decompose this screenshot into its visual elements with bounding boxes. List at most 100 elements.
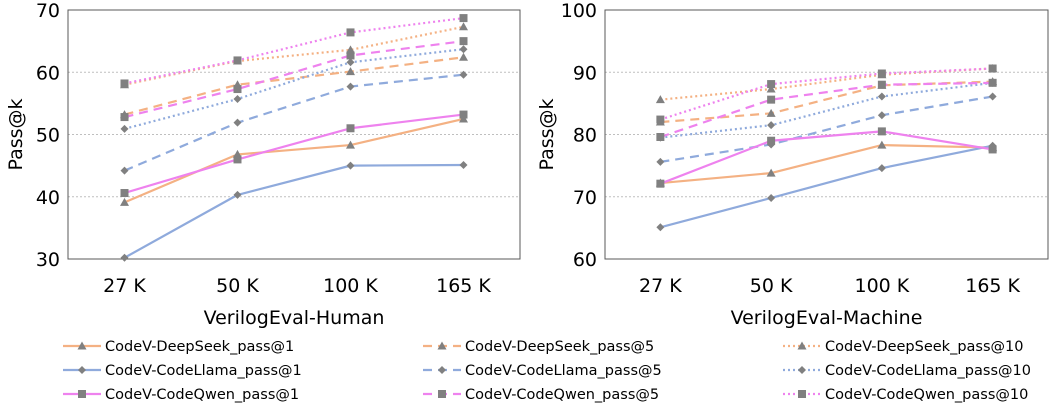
data-point bbox=[346, 45, 355, 54]
data-point bbox=[233, 190, 242, 199]
data-point bbox=[459, 22, 468, 31]
data-point bbox=[656, 223, 665, 232]
y-tick-label: 100 bbox=[561, 0, 597, 22]
data-point bbox=[346, 67, 355, 76]
data-point bbox=[767, 121, 776, 130]
data-point bbox=[766, 84, 776, 93]
y-tick-label: 60 bbox=[573, 249, 597, 271]
series-line bbox=[123, 163, 464, 259]
legend-item: CodeV-DeepSeek_pass@10 bbox=[783, 339, 1023, 355]
legend-item: CodeV-CodeLlama_pass@1 bbox=[63, 363, 302, 379]
data-point bbox=[233, 56, 242, 65]
legend-item: CodeV-CodeQwen_pass@5 bbox=[423, 387, 659, 403]
series-CodeV-CodeQwen_pass@5 bbox=[656, 78, 997, 141]
data-point bbox=[988, 78, 997, 87]
legend-label: CodeV-CodeLlama_pass@10 bbox=[825, 363, 1031, 379]
data-point bbox=[233, 155, 242, 164]
data-point bbox=[877, 111, 886, 120]
legend-item: CodeV-CodeQwen_pass@10 bbox=[783, 387, 1028, 403]
data-point bbox=[120, 253, 129, 262]
data-point bbox=[767, 95, 776, 104]
legend-swatch-marker bbox=[798, 366, 806, 374]
data-point bbox=[120, 124, 129, 133]
series-line bbox=[124, 25, 464, 86]
legend-label: CodeV-CodeQwen_pass@1 bbox=[105, 387, 299, 403]
series-CodeV-CodeQwen_pass@1 bbox=[120, 110, 468, 198]
legend-swatch-marker bbox=[78, 390, 86, 398]
data-point bbox=[120, 113, 129, 122]
data-point bbox=[346, 51, 355, 60]
data-point bbox=[120, 189, 129, 198]
x-tick-label: 50 K bbox=[216, 275, 259, 297]
data-point bbox=[459, 110, 468, 119]
data-point bbox=[233, 95, 242, 104]
legend-item: CodeV-DeepSeek_pass@1 bbox=[63, 339, 294, 355]
legend-swatch-marker bbox=[438, 390, 446, 398]
legend-label: CodeV-DeepSeek_pass@10 bbox=[825, 339, 1023, 355]
data-point bbox=[459, 70, 468, 79]
data-point bbox=[346, 140, 355, 149]
series-CodeV-CodeLlama_pass@10 bbox=[656, 78, 997, 142]
legend-swatch-marker bbox=[798, 390, 806, 398]
series-CodeV-CodeLlama_pass@10 bbox=[120, 45, 468, 133]
chart-human: 30 40 50 60 70 27 K 50 K 100 K 165 K VerilogEval-… bbox=[5, 0, 521, 329]
y-axis-label: Pass@k bbox=[5, 98, 27, 170]
legend-item: CodeV-CodeLlama_pass@5 bbox=[423, 363, 662, 379]
data-point bbox=[877, 127, 886, 136]
legend-swatch-marker bbox=[437, 341, 447, 350]
data-point bbox=[656, 115, 665, 124]
data-point bbox=[459, 52, 468, 61]
data-point bbox=[767, 136, 776, 145]
series-line bbox=[660, 81, 993, 139]
series-CodeV-CodeQwen_pass@10 bbox=[120, 14, 468, 88]
legend-label: CodeV-DeepSeek_pass@1 bbox=[105, 339, 294, 355]
x-tick-label: 165 K bbox=[965, 275, 1020, 297]
data-point bbox=[877, 92, 886, 101]
x-tick-label: 50 K bbox=[750, 275, 793, 297]
series-CodeV-CodeQwen_pass@5 bbox=[120, 37, 468, 122]
data-point bbox=[877, 80, 886, 89]
data-point bbox=[459, 45, 468, 54]
data-point bbox=[988, 92, 997, 101]
series-line bbox=[124, 56, 464, 116]
data-point bbox=[233, 85, 242, 94]
series-line bbox=[660, 80, 993, 124]
legend-item: CodeV-DeepSeek_pass@5 bbox=[423, 339, 654, 355]
series-line bbox=[660, 81, 993, 139]
data-point bbox=[877, 140, 887, 149]
series-line bbox=[124, 48, 464, 130]
legend-label: CodeV-CodeLlama_pass@5 bbox=[465, 363, 662, 379]
data-point bbox=[120, 79, 129, 88]
x-axis-label: VerilogEval-Human bbox=[204, 307, 385, 329]
data-point bbox=[459, 161, 468, 170]
plot-area bbox=[67, 9, 521, 260]
legend-label: CodeV-CodeLlama_pass@1 bbox=[105, 363, 302, 379]
data-point bbox=[120, 166, 129, 175]
series-line bbox=[124, 73, 464, 172]
legend-label: CodeV-CodeQwen_pass@5 bbox=[465, 387, 659, 403]
series-line bbox=[660, 143, 993, 185]
y-tick-label: 90 bbox=[573, 62, 597, 84]
data-point bbox=[346, 28, 355, 37]
data-point bbox=[767, 80, 776, 89]
y-tick-label: 70 bbox=[36, 0, 60, 22]
data-point bbox=[120, 197, 129, 206]
data-point bbox=[233, 118, 242, 127]
series-line bbox=[124, 113, 464, 195]
plot-area bbox=[604, 9, 1049, 260]
data-point bbox=[459, 14, 468, 23]
legend-label: CodeV-CodeQwen_pass@10 bbox=[825, 387, 1028, 403]
series-CodeV-DeepSeek_pass@1 bbox=[120, 114, 468, 206]
y-tick-label: 70 bbox=[573, 187, 597, 209]
data-point bbox=[459, 37, 468, 46]
series-line bbox=[660, 144, 993, 229]
data-point bbox=[877, 164, 886, 173]
data-point bbox=[346, 82, 355, 91]
x-tick-label: 27 K bbox=[639, 275, 682, 297]
data-point bbox=[656, 132, 665, 141]
legend-swatch-marker bbox=[77, 341, 87, 350]
x-tick-label: 165 K bbox=[436, 275, 491, 297]
series-line bbox=[659, 130, 993, 185]
legend-swatch-marker bbox=[797, 341, 807, 350]
